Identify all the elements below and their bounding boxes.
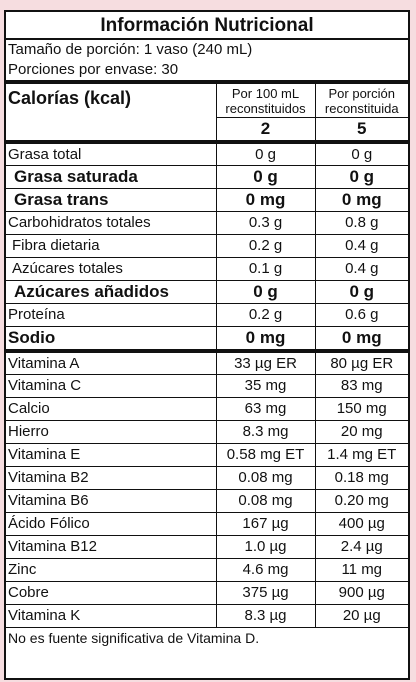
nutrient-value-100ml: 375 µg [215,581,315,605]
nutrient-name: Zinc [6,558,216,582]
col1-header-cell: Por 100 mL reconstituidos 2 [215,84,315,144]
servings-per-container: Porciones por envase: 30 [8,61,179,78]
nutrient-value-100ml: 4.6 mg [215,558,315,582]
calories-label: Calorías (kcal) [6,84,216,144]
nutrient-value-100ml: 0.58 mg ET [215,443,315,467]
nutrient-value-100ml: 0.08 mg [215,489,315,513]
nutrient-value-100ml: 0.2 g [215,303,315,327]
table-row: Grasa saturada 0 g 0 g [6,165,408,189]
serving-size: Tamaño de porción: 1 vaso (240 mL) [8,41,253,58]
nutrient-value-100ml: 0 g [215,165,315,189]
nutrient-name: Calcio [6,397,216,421]
nutrient-value-portion: 0.4 g [314,257,408,281]
table-row: Vitamina B12 1.0 µg 2.4 µg [6,535,408,559]
table-row: Vitamina K 8.3 µg 20 µg [6,604,408,628]
table-row: Grasa total 0 g 0 g [6,142,408,166]
table-row: Proteína 0.2 g 0.6 g [6,303,408,327]
col1-header: Por 100 mL reconstituidos [217,84,315,118]
nutrient-name: Vitamina B6 [6,489,216,513]
nutrient-value-portion: 0 mg [314,326,408,353]
nutrient-value-100ml: 0 g [215,142,315,166]
nutrient-name: Azúcares añadidos [6,280,216,304]
nutrient-value-100ml: 0.2 g [215,234,315,258]
nutrient-value-100ml: 0 mg [215,326,315,353]
calories-col1: 2 [260,119,271,138]
table-row: Zinc 4.6 mg 11 mg [6,558,408,582]
nutrient-value-portion: 0 g [314,165,408,189]
nutrient-value-portion: 0.20 mg [314,489,408,513]
nutrient-name: Grasa total [6,142,216,166]
nutrient-value-portion: 0.4 g [314,234,408,258]
nutrient-value-100ml: 8.3 mg [215,420,315,444]
nutrient-value-portion: 0 mg [314,188,408,212]
nutrient-value-portion: 0.18 mg [314,466,408,490]
nutrient-name: Vitamina K [6,604,216,628]
nutrient-name: Cobre [6,581,216,605]
table-row: Vitamina B2 0.08 mg 0.18 mg [6,466,408,490]
table-row: Sodio 0 mg 0 mg [6,326,408,353]
nutrient-value-portion: 20 mg [314,420,408,444]
nutrient-name: Vitamina A [6,351,216,375]
table-row: Azúcares añadidos 0 g 0 g [6,280,408,304]
nutrition-facts-label: Información Nutricional Tamaño de porció… [4,10,410,680]
calories-col2: 5 [357,119,367,138]
nutrient-value-100ml: 63 mg [215,397,315,421]
nutrient-value-portion: 0 g [314,280,408,304]
nutrient-value-100ml: 33 µg ER [215,351,315,375]
table-row: Azúcares totales 0.1 g 0.4 g [6,257,408,281]
nutrient-name: Proteína [6,303,216,327]
nutrient-value-100ml: 0 g [215,280,315,304]
nutrient-value-portion: 400 µg [314,512,408,536]
table-row: Vitamina C 35 mg 83 mg [6,374,408,398]
label-title: Información Nutricional [6,12,408,40]
nutrient-name: Vitamina C [6,374,216,398]
nutrient-value-100ml: 0 mg [215,188,315,212]
table-row: Vitamina B6 0.08 mg 0.20 mg [6,489,408,513]
table-row: Vitamina E 0.58 mg ET 1.4 mg ET [6,443,408,467]
nutrient-value-portion: 83 mg [314,374,408,398]
serving-info: Tamaño de porción: 1 vaso (240 mL) Porci… [6,40,408,84]
nutrient-value-100ml: 0.08 mg [215,466,315,490]
calories-header-row: Calorías (kcal) Por 100 mL reconstituido… [6,84,408,144]
table-row: Fibra dietaria 0.2 g 0.4 g [6,234,408,258]
nutrient-name: Carbohidratos totales [6,211,216,235]
table-row: Vitamina A 33 µg ER 80 µg ER [6,351,408,375]
nutrient-name: Vitamina E [6,443,216,467]
col2-header: Por porción reconstituida [316,84,408,118]
nutrient-value-portion: 20 µg [314,604,408,628]
nutrient-value-100ml: 167 µg [215,512,315,536]
nutrient-value-100ml: 1.0 µg [215,535,315,559]
nutrient-value-portion: 0.6 g [314,303,408,327]
nutrient-name: Grasa saturada [6,165,216,189]
nutrient-name: Ácido Fólico [6,512,216,536]
nutrient-name: Vitamina B2 [6,466,216,490]
nutrient-value-portion: 150 mg [314,397,408,421]
nutrient-value-portion: 11 mg [314,558,408,582]
nutrient-value-portion: 2.4 µg [314,535,408,559]
col2-header-cell: Por porción reconstituida 5 [314,84,408,144]
nutrient-value-100ml: 35 mg [215,374,315,398]
nutrient-name: Vitamina B12 [6,535,216,559]
table-row: Carbohidratos totales 0.3 g 0.8 g [6,211,408,235]
table-row: Calcio 63 mg 150 mg [6,397,408,421]
table-row: Hierro 8.3 mg 20 mg [6,420,408,444]
table-row: Cobre 375 µg 900 µg [6,581,408,605]
nutrient-value-100ml: 8.3 µg [215,604,315,628]
nutrient-name: Fibra dietaria [6,234,216,258]
nutrient-value-portion: 900 µg [314,581,408,605]
nutrient-name: Hierro [6,420,216,444]
nutrient-name: Grasa trans [6,188,216,212]
table-row: Grasa trans 0 mg 0 mg [6,188,408,212]
nutrient-name: Sodio [6,326,216,353]
nutrient-value-portion: 0.8 g [314,211,408,235]
nutrient-value-portion: 80 µg ER [314,351,408,375]
nutrient-name: Azúcares totales [6,257,216,281]
nutrient-value-portion: 0 g [314,142,408,166]
nutrient-value-100ml: 0.3 g [215,211,315,235]
nutrition-table: Calorías (kcal) Por 100 mL reconstituido… [6,84,408,628]
table-row: Ácido Fólico 167 µg 400 µg [6,512,408,536]
nutrient-value-100ml: 0.1 g [215,257,315,281]
nutrient-value-portion: 1.4 mg ET [314,443,408,467]
footer-note: No es fuente significativa de Vitamina D… [8,629,260,646]
